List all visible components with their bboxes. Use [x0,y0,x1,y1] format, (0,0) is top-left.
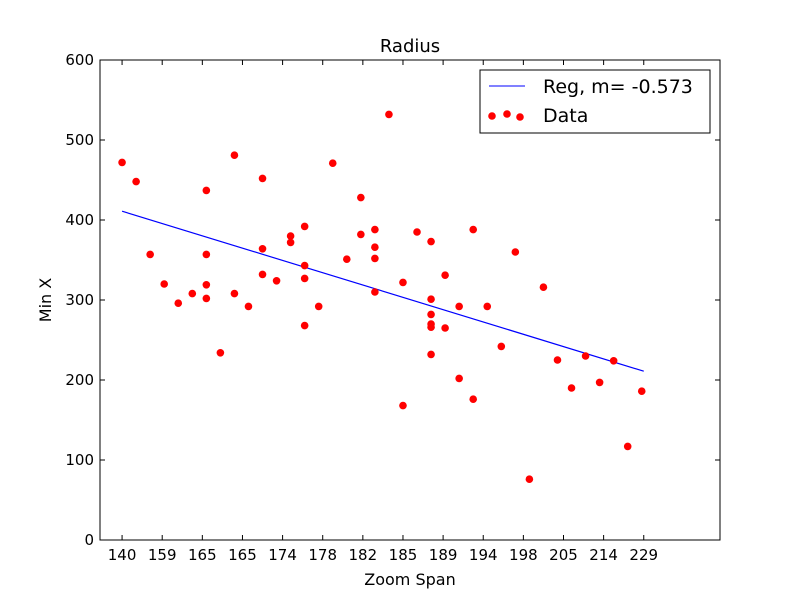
data-point [455,374,463,383]
data-point [441,271,449,280]
x-tick-label: 140 [108,546,137,564]
legend-dot-swatch [488,112,496,120]
x-tick-label: 185 [389,546,418,564]
data-point [623,442,632,451]
chart-title: Radius [380,36,440,57]
x-tick-label: 214 [589,546,618,564]
y-tick-label: 200 [65,371,94,389]
data-point [342,255,351,263]
data-point [216,349,225,357]
data-point [188,289,197,298]
data-point [244,302,253,311]
data-point [272,277,281,285]
data-point [230,289,239,298]
data-point [300,321,309,330]
x-tick-label: 159 [148,546,177,564]
x-tick-label: 174 [268,546,297,564]
data-point [300,261,309,270]
data-point [300,274,309,283]
data-point [427,323,435,332]
legend-dot-swatch [516,113,524,121]
data-point [427,237,435,246]
y-tick-label: 0 [84,531,94,549]
data-point [118,158,126,167]
data-point [357,230,365,239]
x-tick-label: 165 [228,546,257,564]
data-point [314,302,323,311]
data-point [427,310,435,319]
x-tick-label: 189 [429,546,458,564]
data-point [385,110,393,119]
data-point [300,222,309,231]
legend-dot-swatch [503,110,511,118]
x-tick-label: 194 [469,546,498,564]
x-tick-label: 205 [549,546,578,564]
data-point [357,193,365,202]
data-point [441,324,449,332]
data-point [469,395,478,404]
x-tick-label: 182 [349,546,378,564]
y-tick-label: 500 [65,131,94,149]
data-point [581,352,590,360]
data-marks [118,110,646,484]
data-point [427,295,435,304]
data-point [371,254,379,263]
data-point [511,248,520,256]
x-axis-label: Zoom Span [364,570,455,589]
data-point [427,350,435,359]
data-point [202,250,211,259]
data-point [371,288,379,296]
data-point [525,475,534,484]
data-point [258,245,267,253]
data-point [539,283,548,292]
data-point [399,401,407,410]
data-point [202,186,211,195]
data-point [328,159,337,167]
x-tick-label: 229 [629,546,658,564]
data-point [595,378,604,387]
data-point [286,232,295,240]
data-point [132,177,140,186]
data-point [469,225,478,234]
data-point [258,270,267,279]
data-point [553,356,562,364]
regression-line [121,210,644,372]
data-point [230,151,239,159]
data-point [160,280,169,288]
y-tick-label: 600 [65,51,94,69]
data-point [146,250,154,259]
data-point [371,225,379,234]
data-point [202,294,211,303]
data-point [483,302,492,311]
y-axis: 0 100 200 300 400 500 600 [65,51,720,549]
data-point [637,387,646,396]
data-point [258,174,267,183]
legend-label-data: Data [543,105,588,127]
y-tick-label: 100 [65,451,94,469]
legend: Reg, m= -0.573 Data [479,69,711,134]
data-point [497,342,506,351]
data-point [455,302,463,311]
data-point [609,357,618,365]
data-point [174,299,183,308]
data-point [399,278,407,287]
y-axis-label: Min X [36,278,55,322]
data-point [567,384,576,392]
legend-label-reg: Reg, m= -0.573 [543,76,693,98]
x-axis: 140 159 165 165 174 178 182 185 189 194 198 205 214 2… [108,60,658,564]
data-point [371,243,379,251]
data-point [286,238,295,247]
legend-box [479,69,711,134]
x-tick-label: 198 [509,546,538,564]
data-point [202,281,211,289]
y-tick-label: 300 [65,291,94,309]
data-point [413,228,421,236]
x-tick-label: 178 [308,546,337,564]
x-tick-label: 165 [188,546,217,564]
y-tick-label: 400 [65,211,94,229]
